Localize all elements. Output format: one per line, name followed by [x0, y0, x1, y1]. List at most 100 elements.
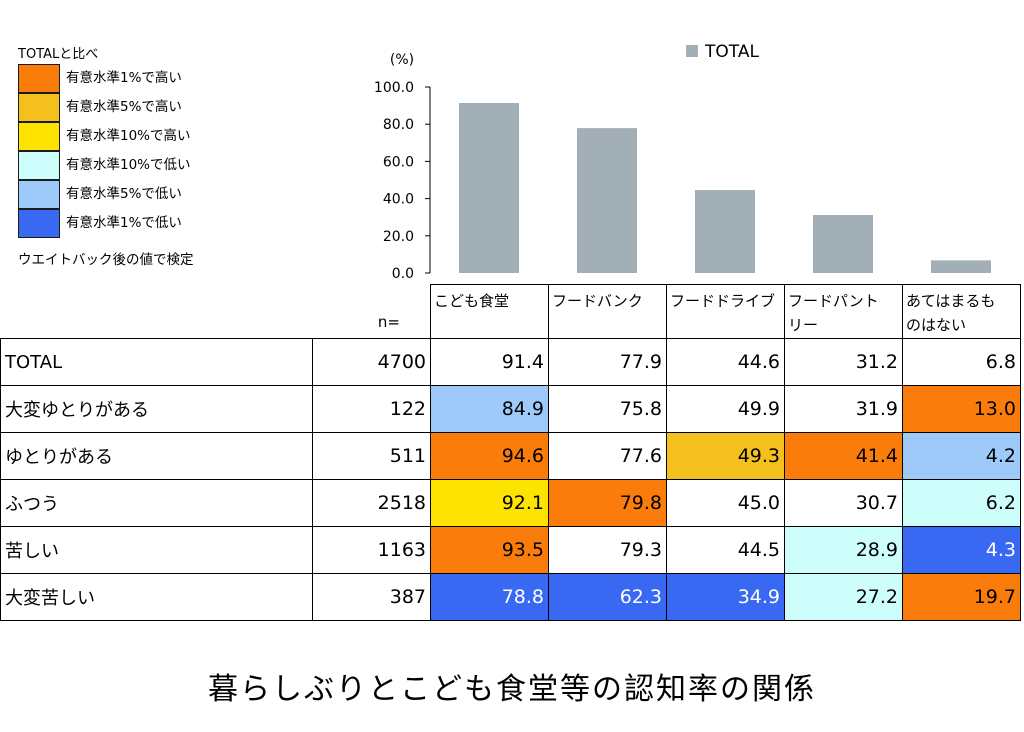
value-cell: 77.9 — [548, 338, 667, 386]
value-cell: 13.0 — [902, 385, 1021, 433]
value-cell: 27.2 — [784, 573, 903, 621]
y-tick-label: 100.0 — [374, 80, 414, 96]
n-header: n= — [312, 284, 431, 339]
bar-4 — [813, 214, 873, 273]
row-n: 1163 — [312, 526, 431, 574]
value-cell: 62.3 — [548, 573, 667, 621]
value-cell: 92.1 — [430, 479, 549, 527]
row-n: 122 — [312, 385, 431, 433]
row-n: 2518 — [312, 479, 431, 527]
bar-5 — [931, 260, 991, 273]
row-label: ふつう — [0, 479, 313, 527]
legend-item-label: 有意水準1%で低い — [66, 215, 182, 231]
value-cell: 91.4 — [430, 338, 549, 386]
y-tick-label: 20.0 — [383, 229, 414, 245]
legend-swatch — [18, 209, 60, 238]
column-header: フードパント リー — [784, 284, 903, 339]
y-tick-label: 40.0 — [383, 192, 414, 208]
table-row: ふつう 2518 92.1 79.8 45.0 30.7 6.2 — [0, 479, 1021, 527]
legend-swatch — [18, 64, 60, 93]
y-tick-label: 0.0 — [392, 266, 414, 282]
value-cell: 6.2 — [902, 479, 1021, 527]
table-row: 大変苦しい 387 78.8 62.3 34.9 27.2 19.7 — [0, 573, 1021, 621]
legend-item-label: 有意水準1%で高い — [66, 70, 182, 86]
chart-legend-label: TOTAL — [704, 42, 759, 62]
figure-caption: 暮らしぶりとこども食堂等の認知率の関係 — [208, 672, 816, 707]
row-label: TOTAL — [0, 338, 313, 386]
column-header-line: こども食堂 — [434, 292, 510, 310]
bar-2 — [577, 128, 637, 273]
value-cell: 44.5 — [666, 526, 785, 574]
legend-item: 有意水準10%で低い — [18, 151, 191, 180]
value-cell: 49.3 — [666, 432, 785, 480]
chart-legend-swatch — [686, 45, 698, 57]
row-label: 苦しい — [0, 526, 313, 574]
total-bar-chart: 0.0 20.0 40.0 60.0 80.0 100.0 (%) TOTAL — [374, 42, 991, 282]
value-cell: 84.9 — [430, 385, 549, 433]
legend-note: ウエイトバック後の値で検定 — [18, 252, 194, 268]
value-cell: 75.8 — [548, 385, 667, 433]
table-header-row: n= こども食堂 フードバンク フードドライブ フードパント リー あてはまるも のはない — [1, 284, 1021, 339]
value-cell: 78.8 — [430, 573, 549, 621]
column-header-line: リー — [788, 316, 819, 334]
value-cell: 31.9 — [784, 385, 903, 433]
table-row: 大変ゆとりがある 122 84.9 75.8 49.9 31.9 13.0 — [0, 385, 1021, 433]
legend-swatch — [18, 122, 60, 151]
value-cell: 93.5 — [430, 526, 549, 574]
row-n: 511 — [312, 432, 431, 480]
column-header: こども食堂 — [430, 284, 549, 339]
value-cell: 79.3 — [548, 526, 667, 574]
legend-item-label: 有意水準5%で高い — [66, 99, 182, 115]
column-header-line: あてはまるも — [906, 292, 996, 310]
bar-3 — [695, 190, 755, 273]
value-cell: 41.4 — [784, 432, 903, 480]
value-cell: 94.6 — [430, 432, 549, 480]
y-tick-label: 80.0 — [383, 117, 414, 133]
value-cell: 4.2 — [902, 432, 1021, 480]
table-corner — [1, 285, 313, 339]
table-row: TOTAL 4700 91.4 77.9 44.6 31.2 6.8 — [0, 338, 1021, 386]
row-n: 387 — [312, 573, 431, 621]
legend-item: 有意水準5%で低い — [18, 180, 182, 209]
table-row: 苦しい 1163 93.5 79.3 44.5 28.9 4.3 — [0, 526, 1021, 574]
row-label: 大変ゆとりがある — [0, 385, 313, 433]
legend-swatch — [18, 93, 60, 122]
y-tick-label: 60.0 — [383, 154, 414, 170]
value-cell: 49.9 — [666, 385, 785, 433]
column-header-line: のはない — [906, 316, 967, 334]
value-cell: 6.8 — [902, 338, 1021, 386]
legend-title: TOTALと比べ — [18, 47, 99, 62]
value-cell: 79.8 — [548, 479, 667, 527]
legend-item: 有意水準1%で低い — [18, 209, 182, 238]
legend-item-label: 有意水準10%で高い — [66, 128, 191, 144]
table-row: ゆとりがある 511 94.6 77.6 49.3 41.4 4.2 — [0, 432, 1021, 480]
column-header-line: フードパント — [788, 292, 879, 310]
value-cell: 31.2 — [784, 338, 903, 386]
value-cell: 77.6 — [548, 432, 667, 480]
legend-item-label: 有意水準10%で低い — [66, 157, 191, 173]
row-n: 4700 — [312, 338, 431, 386]
significance-legend: TOTALと比べ 有意水準1%で高い 有意水準5%で高い 有意水準10%で高い 有意水… — [18, 46, 191, 238]
legend-item: 有意水準10%で高い — [18, 122, 191, 151]
column-header-line: フードドライブ — [670, 292, 776, 310]
value-cell: 28.9 — [784, 526, 903, 574]
column-header: あてはまるも のはない — [902, 284, 1021, 339]
column-header: フードバンク — [548, 284, 667, 339]
value-cell: 34.9 — [666, 573, 785, 621]
legend-swatch — [18, 151, 60, 180]
legend-item-label: 有意水準5%で低い — [66, 186, 182, 202]
value-cell: 30.7 — [784, 479, 903, 527]
legend-item: 有意水準5%で高い — [18, 93, 182, 122]
value-cell: 45.0 — [666, 479, 785, 527]
value-cell: 4.3 — [902, 526, 1021, 574]
legend-swatch — [18, 180, 60, 209]
recognition-table: n= こども食堂 フードバンク フードドライブ フードパント リー あてはまるも のはない … — [0, 284, 1021, 621]
row-label: 大変苦しい — [0, 573, 313, 621]
value-cell: 19.7 — [902, 573, 1021, 621]
column-header: フードドライブ — [666, 284, 785, 339]
y-unit-label: (%) — [390, 52, 414, 68]
row-label: ゆとりがある — [0, 432, 313, 480]
legend-item: 有意水準1%で高い — [18, 64, 182, 93]
column-header-line: フードバンク — [552, 292, 643, 310]
bar-1 — [459, 102, 519, 273]
